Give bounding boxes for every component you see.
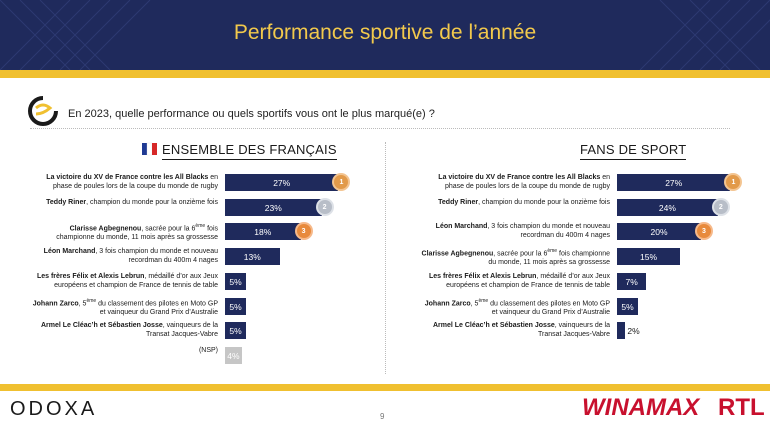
panel-title-fans-text: FANS DE SPORT: [580, 142, 687, 157]
bar: [225, 174, 339, 191]
bar: [225, 223, 301, 240]
page-number: 9: [380, 412, 385, 421]
value-label: 5%: [229, 277, 242, 287]
category-label: Les frères Félix et Alexis Lebrun, médai…: [428, 273, 610, 289]
medal-3-icon: 3: [697, 224, 711, 238]
page-title: Performance sportive de l’année: [233, 21, 537, 44]
panel-divider: [385, 142, 386, 374]
value-label: 15%: [639, 252, 657, 262]
panel-title-ensemble-text: ENSEMBLE DES FRANÇAIS: [162, 142, 337, 157]
category-label: Clarisse Agbegnenou, sacrée pour la 6ème…: [56, 223, 218, 242]
panel-title-fans: FANS DE SPORT: [580, 142, 687, 160]
bar: [225, 322, 246, 339]
value-label: 13%: [243, 252, 261, 262]
value-label: 24%: [658, 203, 676, 213]
category-label: Clarisse Agbegnenou, sacrée pour la 6ème…: [421, 248, 610, 267]
category-label: Léon Marchand, 3 fois champion du monde …: [43, 248, 218, 264]
footer-stripe: [0, 384, 770, 391]
medal-1-icon: 1: [334, 175, 349, 189]
header-banner: Performance sportive de l’année: [0, 0, 770, 70]
value-label: 20%: [650, 227, 668, 237]
category-label: La victoire du XV de France contre les A…: [438, 174, 610, 190]
category-label: Teddy Riner, champion du monde pour la o…: [438, 199, 610, 206]
value-label: 4%: [227, 351, 240, 361]
category-label: Léon Marchand, 3 fois champion du monde …: [435, 223, 610, 239]
medal-2-icon: 2: [713, 200, 728, 214]
medal-3-icon: 3: [296, 224, 311, 238]
value-label: 27%: [273, 178, 291, 188]
header-pattern: [0, 0, 770, 70]
category-label: La victoire du XV de France contre les A…: [46, 174, 218, 190]
bar: [225, 347, 242, 364]
medal-1-icon: 1: [726, 175, 741, 189]
category-label: Johann Zarco, 5ème du classement des pil…: [424, 298, 610, 317]
bar: [225, 248, 280, 265]
odoxa-logo-icon: [28, 96, 58, 126]
category-label: Teddy Riner, champion du monde pour la o…: [46, 199, 218, 206]
bar: [617, 248, 680, 265]
value-label: 18%: [254, 227, 272, 237]
category-label: Johann Zarco, 5ème du classement des pil…: [32, 298, 218, 317]
bar: [225, 273, 246, 290]
medal-2-icon: 2: [317, 200, 332, 214]
value-label: 7%: [625, 277, 638, 287]
rtl-logo: RTL: [718, 394, 765, 421]
value-label: 5%: [229, 302, 242, 312]
bar: [617, 322, 626, 339]
bar: [225, 199, 322, 216]
bar: [617, 298, 638, 315]
value-label: 27%: [665, 178, 683, 188]
bar: [617, 174, 731, 191]
bar: [617, 273, 647, 290]
value-label: 5%: [621, 302, 634, 312]
category-label: Armel Le Cléac’h et Sébastien Josse, vai…: [432, 322, 610, 338]
bar: [225, 298, 246, 315]
panel-title-ensemble: ENSEMBLE DES FRANÇAIS: [162, 142, 337, 160]
category-label: Les frères Félix et Alexis Lebrun, médai…: [36, 273, 218, 289]
category-label: (NSP): [198, 347, 218, 354]
bar: [617, 223, 701, 240]
category-label: Armel Le Cléac’h et Sébastien Josse, vai…: [40, 322, 218, 338]
bar: [617, 199, 718, 216]
value-label: 2%: [627, 326, 640, 336]
winamax-logo: WINAMAX: [582, 394, 700, 421]
value-label: 23%: [264, 203, 282, 213]
france-flag-icon: [142, 142, 157, 156]
header-stripe: [0, 70, 770, 78]
survey-question: En 2023, quelle performance ou quels spo…: [68, 108, 435, 120]
odoxa-logo: ODOXA: [10, 398, 98, 420]
question-separator: [30, 128, 730, 129]
value-label: 5%: [229, 326, 242, 336]
